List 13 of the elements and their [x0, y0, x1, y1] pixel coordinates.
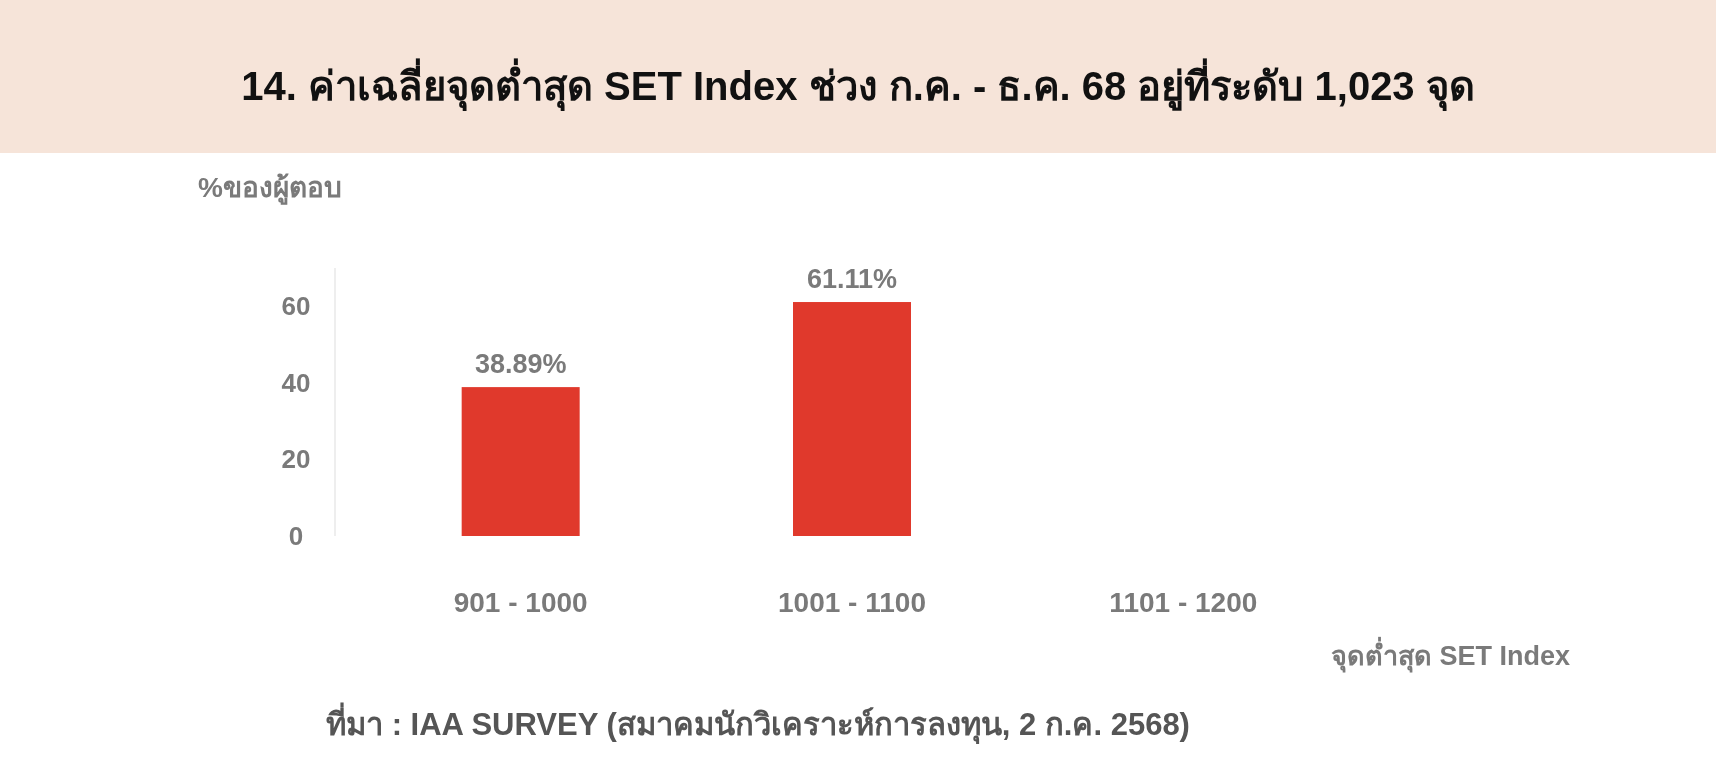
- x-tick-label: 1101 - 1200: [1109, 587, 1258, 618]
- y-axis-title: %ของผู้ตอบ: [198, 172, 342, 205]
- y-tick-label: 20: [281, 444, 311, 475]
- y-tick-label: 0: [288, 521, 304, 551]
- chart-title: 14. ค่าเฉลี่ยจุดต่ำสุด SET Index ช่วง ก.ค. - ธ.ค. 68 อยู่ที่ระดับ 1,023 จุด: [241, 58, 1475, 112]
- x-tick-label: 901 - 1000: [453, 587, 588, 618]
- text: ที่มา : IAA SURVEY (สมาคมนักวิเคราะห์การลงทุน, 2 ก.ค. 2568): [326, 702, 1190, 744]
- y-tick-label: 40: [281, 367, 311, 398]
- data-label: 61.11%: [806, 264, 898, 295]
- x-axis-title: จุดต่ำสุด SET Index: [1330, 636, 1570, 673]
- data-label: 38.89%: [474, 349, 567, 380]
- y-tick-label: 60: [281, 291, 311, 322]
- x-tick-label: 1001 - 1100: [778, 587, 926, 618]
